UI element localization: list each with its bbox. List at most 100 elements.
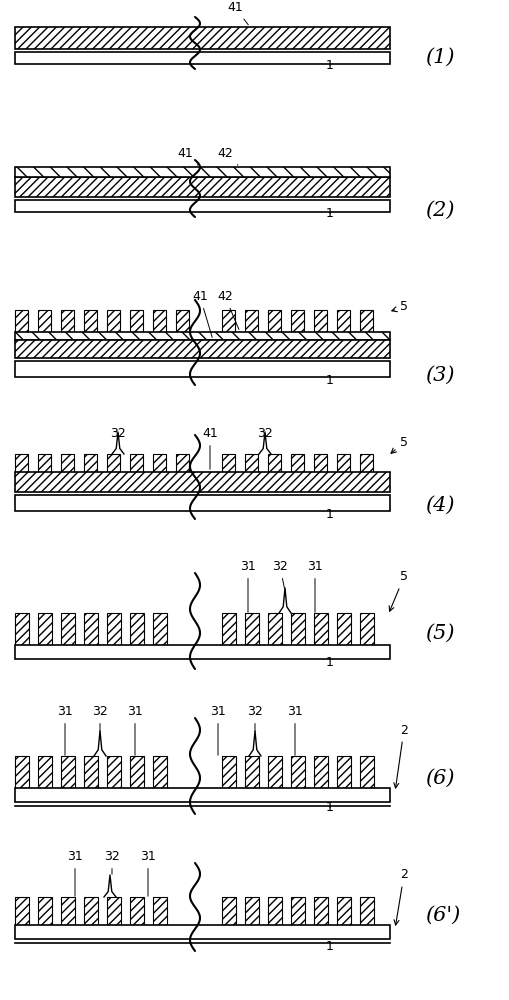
Bar <box>61 897 75 925</box>
Text: (6'): (6') <box>424 906 459 924</box>
Bar <box>153 454 165 472</box>
Bar <box>84 613 98 645</box>
Bar <box>130 613 144 645</box>
Bar <box>336 613 350 645</box>
Bar <box>107 897 121 925</box>
Bar <box>291 897 304 925</box>
Bar <box>38 756 52 788</box>
Text: 31: 31 <box>210 705 225 755</box>
Bar <box>15 925 389 939</box>
Text: 32: 32 <box>92 705 108 731</box>
Text: 31: 31 <box>287 705 302 755</box>
Text: 5: 5 <box>391 300 407 314</box>
Bar <box>15 788 389 802</box>
Text: 42: 42 <box>217 290 238 329</box>
Text: 42: 42 <box>217 147 238 165</box>
Text: 41: 41 <box>227 1 248 25</box>
Bar <box>267 310 280 332</box>
Bar <box>359 613 373 645</box>
Bar <box>336 454 349 472</box>
Bar <box>291 310 303 332</box>
Bar <box>15 177 389 197</box>
Bar <box>244 897 259 925</box>
Bar <box>221 454 235 472</box>
Text: 31: 31 <box>306 560 322 612</box>
Bar <box>15 310 28 332</box>
Bar <box>221 897 236 925</box>
Bar <box>221 613 236 645</box>
Bar <box>15 200 389 212</box>
Bar <box>153 613 166 645</box>
Text: 31: 31 <box>140 850 156 896</box>
Bar <box>314 613 327 645</box>
Bar <box>15 52 389 64</box>
Bar <box>130 454 143 472</box>
Bar <box>244 756 259 788</box>
Text: 2: 2 <box>393 868 407 925</box>
Bar <box>153 897 166 925</box>
Text: 5: 5 <box>390 436 407 453</box>
Text: 41: 41 <box>177 147 197 165</box>
Bar <box>15 454 28 472</box>
Bar <box>84 897 98 925</box>
Bar <box>336 897 350 925</box>
Bar <box>267 897 281 925</box>
Bar <box>359 897 373 925</box>
Bar <box>107 756 121 788</box>
Text: 31: 31 <box>67 850 82 896</box>
Bar <box>61 756 75 788</box>
Text: 1: 1 <box>325 207 333 220</box>
Bar <box>15 495 389 511</box>
Text: 1: 1 <box>325 940 333 953</box>
Bar <box>267 613 281 645</box>
Bar <box>15 756 29 788</box>
Bar <box>244 310 258 332</box>
Bar <box>359 310 372 332</box>
Text: 5: 5 <box>388 570 407 611</box>
Bar <box>15 472 389 492</box>
Text: (3): (3) <box>424 365 454 384</box>
Bar <box>15 167 389 177</box>
Bar <box>291 756 304 788</box>
Bar <box>15 645 389 659</box>
Text: (6): (6) <box>424 768 454 788</box>
Bar <box>107 310 120 332</box>
Text: 1: 1 <box>325 801 333 814</box>
Text: 41: 41 <box>202 427 217 469</box>
Bar <box>107 454 120 472</box>
Bar <box>15 340 389 358</box>
Bar <box>107 613 121 645</box>
Bar <box>336 756 350 788</box>
Bar <box>314 756 327 788</box>
Bar <box>153 310 165 332</box>
Text: 1: 1 <box>325 656 333 669</box>
Bar <box>38 310 51 332</box>
Bar <box>15 361 389 377</box>
Bar <box>15 613 29 645</box>
Text: (4): (4) <box>424 495 454 514</box>
Bar <box>176 310 189 332</box>
Text: 32: 32 <box>257 427 272 440</box>
Bar <box>176 454 189 472</box>
Bar <box>359 756 373 788</box>
Text: 32: 32 <box>110 427 126 440</box>
Bar <box>15 27 389 49</box>
Bar <box>15 897 29 925</box>
Bar <box>130 310 143 332</box>
Bar <box>221 310 235 332</box>
Bar <box>130 756 144 788</box>
Bar <box>267 454 280 472</box>
Text: 31: 31 <box>57 705 73 755</box>
Bar <box>153 756 166 788</box>
Bar <box>291 454 303 472</box>
Bar <box>38 897 52 925</box>
Bar <box>84 454 97 472</box>
Text: (1): (1) <box>424 47 454 66</box>
Bar <box>38 613 52 645</box>
Bar <box>314 310 326 332</box>
Bar <box>244 454 258 472</box>
Bar <box>15 332 389 340</box>
Text: 31: 31 <box>127 705 143 755</box>
Bar <box>61 454 74 472</box>
Bar <box>61 613 75 645</box>
